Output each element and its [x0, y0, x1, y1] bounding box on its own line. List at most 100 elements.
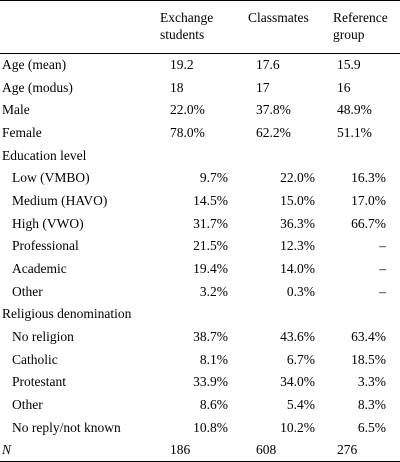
reference-group-value: 48.9%	[337, 102, 372, 118]
value-cell: 10.2%	[248, 417, 333, 440]
row-label: Age (mean)	[2, 57, 67, 73]
value-cell: 16.3%	[333, 167, 400, 190]
table-row: Professional 21.5% 12.3% –	[0, 235, 400, 258]
value-cell: 22.0%	[248, 167, 333, 190]
exchange-students-value: 186	[170, 442, 191, 458]
table-row: Female 78.0% 62.2% 51.1%	[0, 122, 400, 145]
row-label: Professional	[12, 238, 79, 254]
value-cell: 18	[160, 76, 248, 99]
value-cell	[248, 303, 333, 326]
row-label: No reply/not known	[12, 419, 121, 435]
exchange-students-value: 21.5%	[193, 238, 228, 254]
value-cell: 38.7%	[160, 326, 248, 349]
value-cell: 608	[248, 439, 333, 462]
value-cell: 12.3%	[248, 235, 333, 258]
table-row: No reply/not known 10.8% 10.2% 6.5%	[0, 417, 400, 440]
classmates-value: 43.6%	[280, 329, 315, 345]
table-row: Other 3.2% 0.3% –	[0, 280, 400, 303]
value-cell: 15.9	[333, 54, 400, 77]
value-cell: 33.9%	[160, 371, 248, 394]
value-cell: 31.7%	[160, 212, 248, 235]
value-cell: 18.5%	[333, 348, 400, 371]
table-row: Other 8.6% 5.4% 8.3%	[0, 394, 400, 417]
exchange-students-value: 14.5%	[193, 192, 228, 208]
value-cell	[160, 303, 248, 326]
classmates-value: 14.0%	[280, 261, 315, 277]
table-row: Medium (HAVO) 14.5% 15.0% 17.0%	[0, 190, 400, 213]
classmates-value: 17	[256, 79, 270, 95]
classmates-value: 36.3%	[280, 215, 315, 231]
row-label: N	[0, 439, 160, 462]
value-cell	[160, 144, 248, 167]
value-cell: 19.4%	[160, 258, 248, 281]
classmates-value: 15.0%	[280, 192, 315, 208]
classmates-value: 0.3%	[286, 283, 315, 299]
table-row: No religion 38.7% 43.6% 63.4%	[0, 326, 400, 349]
table-row: Age (mean) 19.2 17.6 15.9	[0, 54, 400, 77]
row-label: Education level	[2, 147, 87, 163]
reference-group-value: 16.3%	[351, 170, 386, 186]
value-cell: 16	[333, 76, 400, 99]
value-cell: 9.7%	[160, 167, 248, 190]
value-cell: 48.9%	[333, 99, 400, 122]
reference-group-value: 16	[337, 79, 351, 95]
classmates-value: 5.4%	[286, 397, 315, 413]
exchange-students-value: 38.7%	[193, 329, 228, 345]
reference-group-value: 8.3%	[357, 397, 386, 413]
row-label: Age (modus)	[2, 79, 73, 95]
value-cell: 62.2%	[248, 122, 333, 145]
value-cell: 6.7%	[248, 348, 333, 371]
row-label: Religious denomination	[2, 306, 132, 322]
exchange-students-value: 3.2%	[199, 283, 228, 299]
value-cell: 8.1%	[160, 348, 248, 371]
table-row: Age (modus) 18 17 16	[0, 76, 400, 99]
exchange-students-value: 8.6%	[199, 397, 228, 413]
header-classmates: Classmates	[248, 0, 333, 54]
value-cell: –	[333, 235, 400, 258]
reference-group-value: 276	[337, 442, 358, 458]
reference-group-value: 51.1%	[337, 124, 372, 140]
classmates-value: 6.7%	[286, 351, 315, 367]
value-cell: 8.3%	[333, 394, 400, 417]
value-cell: 37.8%	[248, 99, 333, 122]
table-header: Exchange students Classmates Reference g…	[0, 0, 400, 54]
value-cell: –	[333, 258, 400, 281]
row-label: High (VWO)	[12, 215, 84, 231]
value-cell: 34.0%	[248, 371, 333, 394]
exchange-students-value: 19.4%	[193, 261, 228, 277]
value-cell: 0.3%	[248, 280, 333, 303]
classmates-value: 10.2%	[280, 419, 315, 435]
exchange-students-value: 8.1%	[199, 351, 228, 367]
reference-group-value: 18.5%	[351, 351, 386, 367]
row-label: Catholic	[12, 351, 58, 367]
classmates-value: 12.3%	[280, 238, 315, 254]
table-row: Academic 19.4% 14.0% –	[0, 258, 400, 281]
table-body: Age (mean) 19.2 17.6 15.9 Age (modus) 18 17 16 M…	[0, 54, 400, 462]
table-row: Education level	[0, 144, 400, 167]
value-cell: 3.2%	[160, 280, 248, 303]
classmates-value: 22.0%	[280, 170, 315, 186]
reference-group-value: –	[379, 283, 386, 299]
exchange-students-value: 31.7%	[193, 215, 228, 231]
exchange-students-value: 9.7%	[199, 170, 228, 186]
row-label: Academic	[12, 261, 67, 277]
value-cell: 186	[160, 439, 248, 462]
header-exchange-students: Exchange students	[160, 0, 248, 54]
reference-group-value: –	[379, 261, 386, 277]
classmates-value: 62.2%	[256, 124, 291, 140]
reference-group-value: 15.9	[337, 57, 361, 73]
value-cell: 8.6%	[160, 394, 248, 417]
exchange-students-value: 33.9%	[193, 374, 228, 390]
value-cell: 14.5%	[160, 190, 248, 213]
classmates-value: 608	[256, 442, 277, 458]
table-row: Religious denomination	[0, 303, 400, 326]
exchange-students-value: 19.2	[170, 57, 194, 73]
table-row: Protestant 33.9% 34.0% 3.3%	[0, 371, 400, 394]
value-cell: 5.4%	[248, 394, 333, 417]
value-cell: 43.6%	[248, 326, 333, 349]
value-cell: 17.6	[248, 54, 333, 77]
value-cell: 17	[248, 76, 333, 99]
table-row: N 186 608 276	[0, 439, 400, 462]
